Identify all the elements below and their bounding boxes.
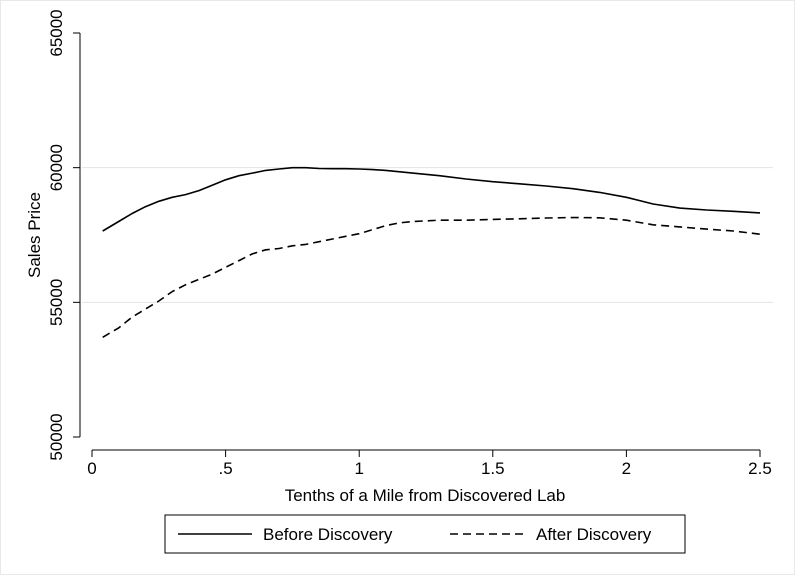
data-point-before-discovery-1	[118, 221, 120, 223]
data-point-after-discovery-25	[465, 219, 467, 221]
data-point-before-discovery-7	[198, 190, 200, 192]
data-point-after-discovery-36	[759, 233, 761, 235]
data-point-before-discovery-35	[759, 212, 761, 214]
data-point-after-discovery-13	[278, 248, 280, 250]
data-point-after-discovery-16	[318, 241, 320, 243]
data-point-after-discovery-9	[225, 267, 227, 269]
data-point-before-discovery-24	[465, 178, 467, 180]
x-tick-label-1.5: 1.5	[481, 459, 505, 478]
data-point-after-discovery-15	[305, 244, 307, 246]
data-point-after-discovery-17	[332, 238, 334, 240]
data-point-before-discovery-8	[211, 184, 213, 186]
series-line-after-discovery	[102, 216, 761, 338]
data-point-before-discovery-13	[278, 168, 280, 170]
legend: Before Discovery After Discovery	[164, 514, 686, 554]
data-point-after-discovery-22	[398, 222, 400, 224]
series-line-before-discovery	[102, 166, 761, 232]
data-point-after-discovery-26	[492, 219, 494, 221]
data-point-after-discovery-31	[626, 219, 628, 221]
data-point-after-discovery-10	[238, 260, 240, 262]
data-point-before-discovery-11	[252, 172, 254, 174]
data-point-before-discovery-32	[679, 207, 681, 209]
data-point-before-discovery-29	[599, 192, 601, 194]
x-tick-label-0.5: .5	[219, 459, 233, 478]
data-point-after-discovery-5	[171, 291, 173, 293]
data-point-after-discovery-1	[118, 327, 120, 329]
y-tick-label-50000: 50000	[47, 413, 66, 460]
data-point-after-discovery-33	[679, 226, 681, 228]
gridlines	[82, 167, 773, 303]
x-tick-label-1: 1	[354, 459, 363, 478]
legend-label-before-discovery: Before Discovery	[263, 525, 393, 544]
data-point-before-discovery-21	[385, 170, 387, 172]
data-point-before-discovery-30	[626, 196, 628, 198]
data-point-before-discovery-9	[225, 179, 227, 181]
data-point-before-discovery-34	[732, 210, 734, 212]
data-point-after-discovery-19	[358, 233, 360, 235]
data-point-before-discovery-19	[358, 168, 360, 170]
data-point-before-discovery-25	[492, 181, 494, 183]
x-tick-label-2: 2	[622, 459, 631, 478]
data-point-before-discovery-12	[265, 170, 267, 172]
data-point-after-discovery-7	[198, 279, 200, 281]
x-axis-label: Tenths of a Mile from Discovered Lab	[285, 486, 566, 505]
data-point-before-discovery-20	[372, 169, 374, 171]
data-point-before-discovery-22	[412, 172, 414, 174]
data-point-after-discovery-11	[252, 253, 254, 255]
y-axis-label: Sales Price	[25, 192, 44, 278]
data-point-after-discovery-8	[211, 273, 213, 275]
data-point-after-discovery-18	[345, 236, 347, 238]
data-point-after-discovery-28	[545, 217, 547, 219]
data-point-before-discovery-6	[185, 194, 187, 196]
data-point-before-discovery-2	[131, 213, 133, 215]
data-point-before-discovery-0	[102, 230, 104, 232]
data-point-before-discovery-16	[318, 168, 320, 170]
x-tick-label-0: 0	[87, 459, 96, 478]
legend-label-after-discovery: After Discovery	[536, 525, 652, 544]
data-point-after-discovery-24	[439, 219, 441, 221]
data-point-before-discovery-10	[238, 175, 240, 177]
data-point-after-discovery-29	[572, 217, 574, 219]
data-point-after-discovery-12	[265, 249, 267, 251]
data-point-after-discovery-4	[158, 300, 160, 302]
data-point-before-discovery-4	[158, 201, 160, 203]
data-point-before-discovery-5	[171, 196, 173, 198]
data-point-after-discovery-6	[185, 284, 187, 286]
data-point-before-discovery-31	[652, 203, 654, 205]
data-point-after-discovery-32	[652, 224, 654, 226]
data-point-after-discovery-20	[372, 229, 374, 231]
data-point-before-discovery-28	[572, 188, 574, 190]
y-tick-label-55000: 55000	[47, 279, 66, 326]
y-tick-label-65000: 65000	[47, 9, 66, 56]
data-point-after-discovery-2	[131, 316, 133, 318]
data-point-after-discovery-3	[145, 308, 147, 310]
data-point-before-discovery-3	[145, 206, 147, 208]
data-point-before-discovery-14	[292, 167, 294, 169]
y-tick-label-60000: 60000	[47, 144, 66, 191]
data-point-after-discovery-27	[519, 218, 521, 220]
x-tick-label-2.5: 2.5	[748, 459, 772, 478]
series-lines	[102, 166, 761, 339]
data-point-after-discovery-35	[732, 230, 734, 232]
data-point-before-discovery-15	[305, 167, 307, 169]
data-point-after-discovery-34	[706, 228, 708, 230]
data-point-before-discovery-23	[439, 175, 441, 177]
data-point-before-discovery-27	[545, 185, 547, 187]
data-point-before-discovery-18	[345, 168, 347, 170]
data-point-after-discovery-14	[292, 245, 294, 247]
data-point-after-discovery-21	[385, 225, 387, 227]
data-point-before-discovery-33	[706, 209, 708, 211]
data-point-before-discovery-26	[519, 183, 521, 185]
data-point-after-discovery-0	[102, 337, 104, 339]
axes: 50000 55000 60000 65000 0 .5 1 1.5 2 2.5	[47, 9, 772, 478]
data-point-after-discovery-23	[412, 221, 414, 223]
data-point-before-discovery-17	[332, 168, 334, 170]
data-point-after-discovery-30	[599, 217, 601, 219]
